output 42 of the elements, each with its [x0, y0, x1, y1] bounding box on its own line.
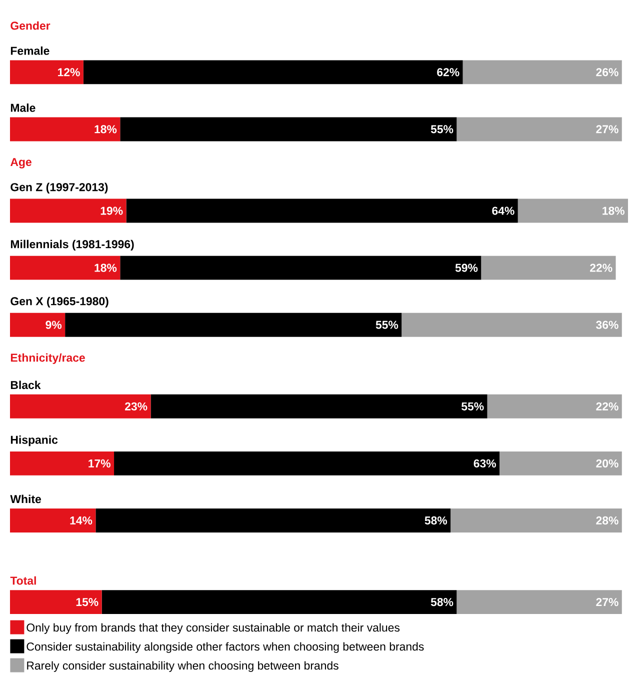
data-label: 64% — [492, 206, 514, 215]
data-label: 23% — [124, 402, 148, 410]
data-label: 20% — [596, 459, 618, 468]
data-label: 58% — [430, 598, 454, 606]
legend-label: Rarely consider sustainability when choosing between brands — [27, 661, 338, 672]
data-label: 18% — [602, 206, 624, 215]
legend-label: Only buy from brands that they consider sustainable or match their values — [26, 623, 400, 634]
data-label: 19% — [100, 206, 123, 215]
data-label: 18% — [94, 125, 117, 134]
data-label: 55% — [376, 320, 398, 329]
data-label: 62% — [437, 68, 460, 76]
data-label: 28% — [596, 516, 618, 525]
data-label: 58% — [424, 516, 448, 525]
data-label: 27% — [596, 598, 618, 606]
data-label: 9% — [46, 320, 62, 329]
data-label: 59% — [455, 264, 478, 272]
data-label: 27% — [596, 125, 618, 134]
data-label: 18% — [94, 264, 117, 272]
annotation: Ethnicity/race — [10, 353, 85, 364]
data-label: 36% — [596, 320, 618, 329]
data-label: 12% — [58, 68, 80, 76]
data-label: 26% — [596, 68, 618, 76]
annotation: Gender — [10, 21, 50, 30]
y-tick-label: Millennials (1981-1996) — [10, 240, 134, 250]
data-label: 17% — [88, 459, 111, 468]
annotation: Age — [10, 158, 32, 168]
y-tick-label: White — [10, 494, 41, 504]
data-label: 55% — [430, 125, 454, 134]
annotation: Total — [10, 576, 36, 585]
y-tick-label: Gen X (1965-1980) — [10, 296, 108, 308]
legend-label: Consider sustainability alongside other factors when choosing between brands — [26, 642, 424, 653]
data-label: 22% — [596, 402, 618, 410]
y-tick-label: Gen Z (1997-2013) — [10, 182, 108, 194]
y-tick-label: Male — [10, 103, 36, 112]
y-tick-label: Hispanic — [10, 435, 58, 446]
y-tick-label: Female — [10, 46, 50, 55]
data-label: 14% — [70, 516, 92, 525]
y-tick-label: Black — [10, 380, 41, 390]
data-label: 55% — [462, 402, 484, 410]
data-label: 22% — [590, 264, 612, 272]
data-label: 15% — [76, 598, 98, 606]
data-label: 63% — [474, 459, 496, 468]
